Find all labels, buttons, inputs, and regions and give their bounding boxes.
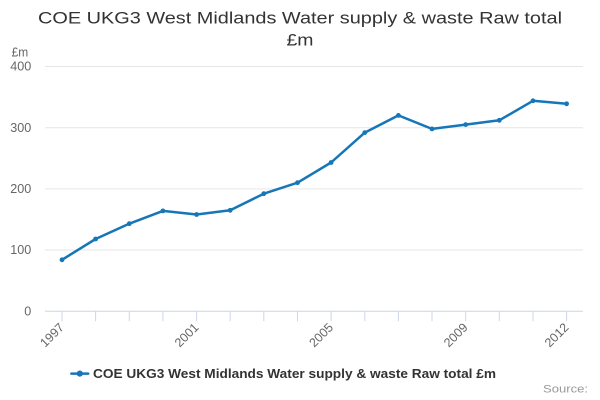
svg-text:300: 300 <box>10 121 31 135</box>
svg-text:200: 200 <box>10 182 31 196</box>
svg-text:Source:: Source: <box>543 384 588 396</box>
svg-text:100: 100 <box>10 243 31 257</box>
svg-text:0: 0 <box>24 304 31 318</box>
svg-text:£m: £m <box>287 31 314 49</box>
svg-text:£m: £m <box>12 45 29 59</box>
svg-text:COE UKG3 West Midlands Water s: COE UKG3 West Midlands Water supply & wa… <box>38 10 562 28</box>
svg-text:400: 400 <box>10 60 31 74</box>
svg-text:COE UKG3 West Midlands Water s: COE UKG3 West Midlands Water supply & wa… <box>93 367 496 381</box>
